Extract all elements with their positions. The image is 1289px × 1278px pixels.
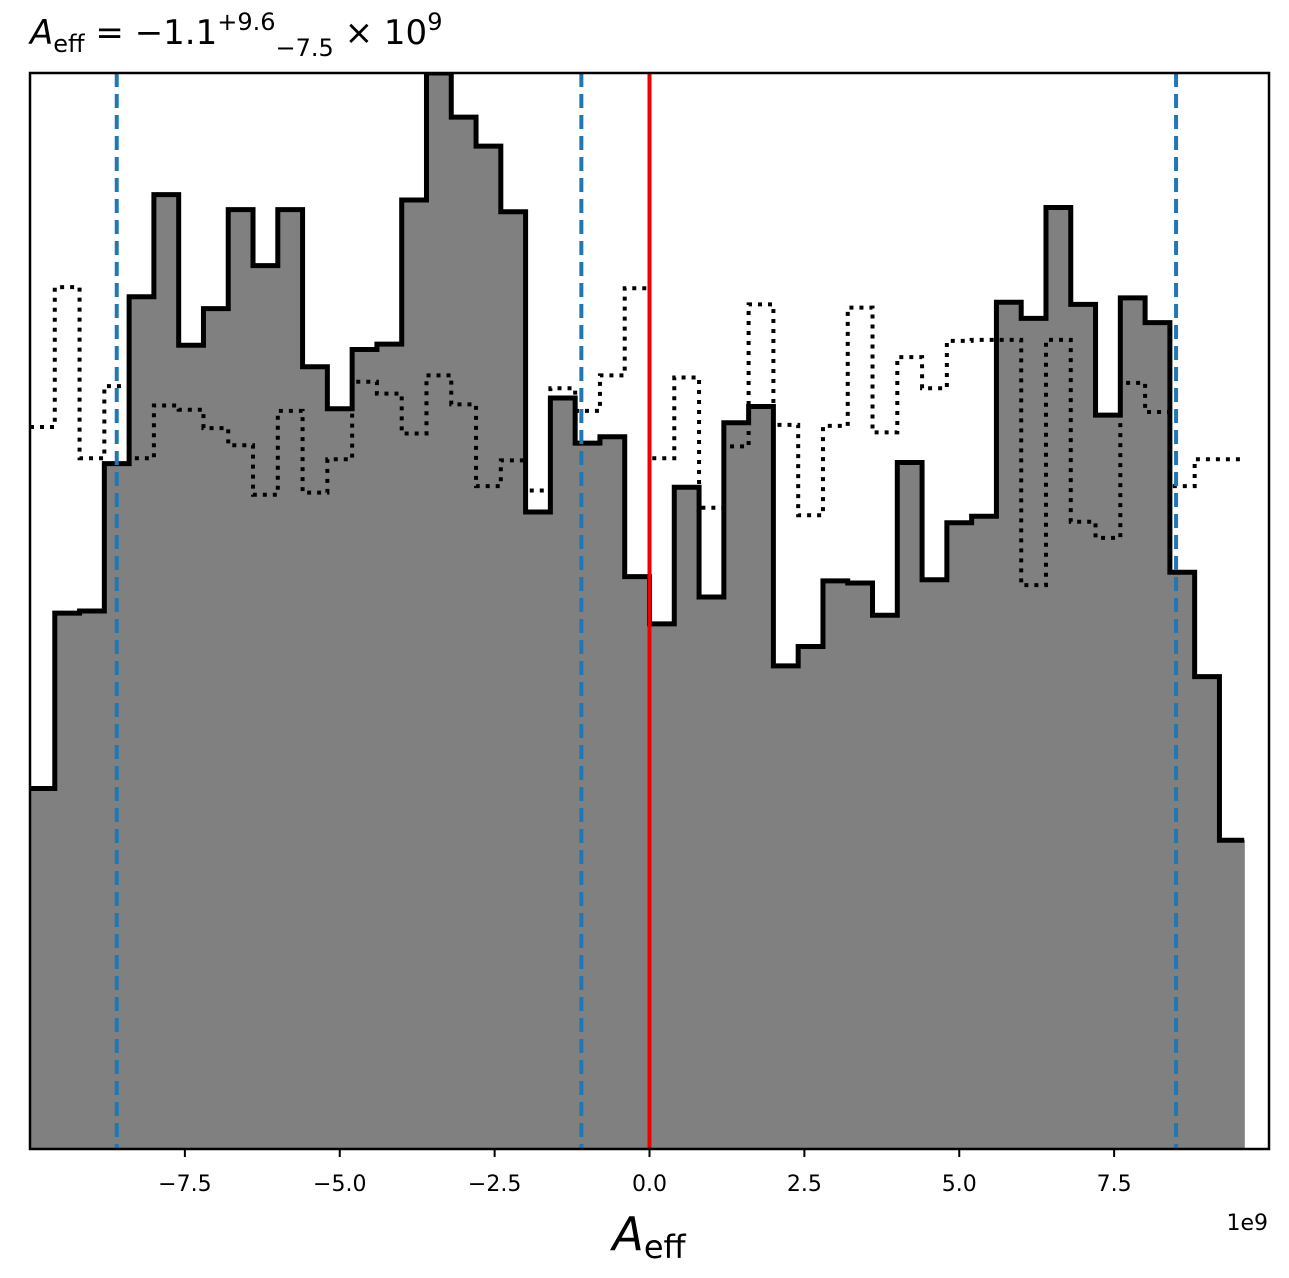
posterior-bar — [54, 613, 81, 1149]
title-error-minus: −7.5 — [276, 34, 334, 62]
posterior-bar — [897, 462, 923, 1149]
posterior-bar — [253, 265, 279, 1149]
posterior-bar — [674, 487, 700, 1149]
posterior-bar — [1169, 572, 1196, 1149]
posterior-bar — [327, 408, 353, 1149]
posterior-bar — [649, 623, 675, 1149]
posterior-bar — [153, 194, 180, 1149]
x-axis-label-subscript: eff — [644, 1228, 687, 1266]
posterior-bar — [798, 646, 824, 1149]
posterior-bar — [748, 406, 774, 1149]
title-exponent: 9 — [427, 8, 442, 36]
plot-content — [30, 73, 1245, 1149]
posterior-bar — [302, 366, 328, 1149]
posterior-bar — [550, 397, 576, 1149]
posterior-bar — [79, 611, 105, 1149]
posterior-outline — [30, 73, 1245, 843]
posterior-bar — [822, 580, 849, 1149]
plot-area — [28, 71, 1271, 1151]
posterior-bar — [178, 345, 205, 1149]
posterior-bar — [1045, 207, 1072, 1149]
posterior-bar — [599, 436, 626, 1149]
posterior-bar — [723, 422, 750, 1149]
posterior-bar — [1219, 840, 1245, 1149]
posterior-bar — [352, 349, 378, 1149]
title-error-plus: +9.6 — [217, 8, 275, 36]
posterior-bar — [1145, 322, 1171, 1149]
posterior-bar — [30, 788, 56, 1149]
x-tick-label: 0.0 — [632, 1172, 667, 1197]
posterior-bar — [1070, 304, 1097, 1149]
posterior-bar — [203, 308, 229, 1149]
posterior-bar — [971, 516, 998, 1149]
title-value: −1.1 — [135, 13, 218, 53]
title-symbol: A — [28, 13, 53, 53]
posterior-bar — [946, 522, 973, 1149]
posterior-bar — [1120, 297, 1146, 1149]
x-tick-label: −5.0 — [313, 1172, 366, 1197]
posterior-bar — [1021, 318, 1047, 1149]
posterior-bar — [525, 512, 551, 1149]
posterior-bar — [699, 597, 725, 1149]
posterior-bar — [575, 443, 601, 1149]
posterior-bar — [996, 302, 1022, 1149]
posterior-bar — [847, 583, 874, 1149]
x-tick-label: −2.5 — [468, 1172, 521, 1197]
posterior-bar — [451, 117, 477, 1149]
posterior-bar — [1194, 676, 1221, 1149]
title-symbol-subscript: eff — [53, 30, 85, 58]
x-tick-label: 5.0 — [942, 1172, 977, 1197]
posterior-bar — [1095, 415, 1121, 1149]
x-axis-label-symbol: A — [609, 1207, 643, 1261]
title-times: × 10 — [334, 13, 427, 53]
posterior-bar — [129, 296, 155, 1149]
posterior-bar — [277, 209, 304, 1149]
posterior-bar — [624, 576, 651, 1149]
x-axis: −7.5 −5.0 −2.5 0.0 2.5 5.0 7.5 — [158, 1149, 1132, 1197]
posterior-bar — [922, 579, 948, 1149]
posterior-bar — [500, 211, 527, 1149]
posterior-bar — [773, 665, 799, 1149]
x-tick-label: −7.5 — [158, 1172, 211, 1197]
posterior-bar — [476, 146, 502, 1149]
title-equals: = — [85, 13, 135, 53]
posterior-bar — [401, 199, 428, 1149]
posterior-bar — [228, 209, 254, 1149]
x-tick-label: 2.5 — [787, 1172, 822, 1197]
posterior-bar — [872, 615, 898, 1149]
prior-outline — [30, 285, 1245, 588]
posterior-bar — [426, 73, 452, 1149]
x-offset-label: 1e9 — [1226, 1211, 1268, 1236]
chart-title: Aeff = −1.1+9.6−7.5 × 109 — [28, 8, 442, 62]
posterior-bar — [376, 344, 403, 1149]
x-axis-label: Aeff — [609, 1207, 686, 1266]
x-tick-label: 7.5 — [1097, 1172, 1132, 1197]
